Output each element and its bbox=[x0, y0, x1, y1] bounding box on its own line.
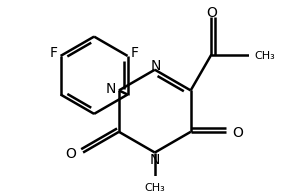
Text: F: F bbox=[49, 46, 57, 60]
Text: N: N bbox=[151, 59, 161, 73]
Text: O: O bbox=[206, 6, 217, 20]
Text: CH₃: CH₃ bbox=[145, 183, 165, 192]
Text: F: F bbox=[130, 46, 138, 60]
Text: CH₃: CH₃ bbox=[255, 50, 276, 60]
Text: O: O bbox=[232, 126, 243, 140]
Text: N: N bbox=[105, 82, 115, 96]
Text: O: O bbox=[66, 147, 77, 161]
Text: N: N bbox=[150, 153, 160, 166]
